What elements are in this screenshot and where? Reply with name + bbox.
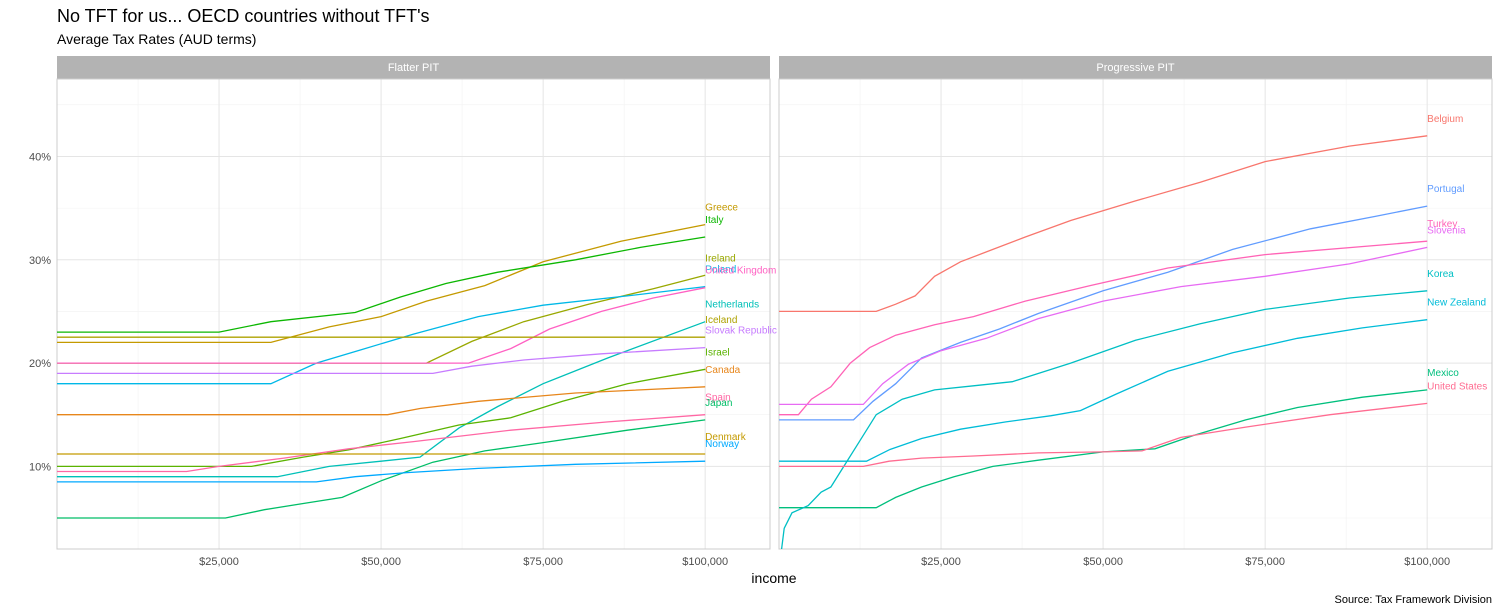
series-line-new-zealand — [779, 319, 1428, 462]
series-line-united-states — [779, 402, 1428, 468]
series-label-turkey: Turkey — [1427, 219, 1457, 230]
x-tick-label: $25,000 — [199, 556, 239, 568]
panel-strip-label: Flatter PIT — [388, 62, 440, 74]
series-line-turkey — [779, 240, 1428, 416]
series-line-italy — [57, 236, 706, 333]
panel-border — [56, 78, 771, 550]
series-line-united-kingdom — [57, 287, 706, 364]
panel-strip-label: Progressive PIT — [1096, 62, 1175, 74]
chart-title: No TFT for us... OECD countries without … — [57, 6, 430, 26]
y-tick-label: 20% — [29, 358, 51, 370]
plot-background — [779, 79, 1492, 549]
series-line-poland — [57, 285, 706, 385]
panel-strip — [779, 56, 1492, 79]
series-line-canada — [57, 386, 706, 416]
series-label-iceland: Iceland — [705, 315, 737, 326]
chart-caption: Source: Tax Framework Division — [1334, 594, 1492, 606]
series-line-spain — [57, 414, 706, 473]
series-line-mexico — [779, 389, 1428, 509]
panel-strip — [57, 56, 770, 79]
x-tick-label: $75,000 — [1245, 556, 1285, 568]
series-line-portugal — [779, 205, 1428, 421]
x-tick-label: $50,000 — [1083, 556, 1123, 568]
series-label-slovak-republic: Slovak Republic — [705, 326, 777, 337]
series-lines — [57, 223, 706, 519]
series-label-norway: Norway — [705, 439, 739, 450]
series-label-israel: Israel — [705, 347, 729, 358]
series-line-netherlands — [57, 321, 706, 478]
series-label-mexico: Mexico — [1427, 368, 1459, 379]
y-tick-label: 10% — [29, 461, 51, 473]
series-label-italy: Italy — [705, 215, 723, 226]
series-label-denmark: Denmark — [705, 432, 747, 443]
series-label-portugal: Portugal — [1427, 184, 1464, 195]
x-axis-title: income — [751, 570, 796, 586]
series-label-japan: Japan — [705, 398, 732, 409]
y-tick-label: 40% — [29, 151, 51, 163]
x-tick-label: $100,000 — [682, 556, 728, 568]
series-label-new-zealand: New Zealand — [1427, 298, 1486, 309]
panels: 10% 20% 30% 40% Flatter PIT $25,000 $50,000 $75… — [29, 56, 1493, 568]
series-line-japan — [57, 419, 706, 519]
series-lines — [779, 135, 1428, 549]
series-line-norway — [57, 460, 706, 483]
series-label-slovenia: Slovenia — [1427, 225, 1466, 236]
panel-border — [778, 78, 1493, 550]
series-label-korea: Korea — [1427, 269, 1454, 280]
series-label-belgium: Belgium — [1427, 114, 1463, 125]
series-label-netherlands: Netherlands — [705, 300, 759, 311]
series-line-korea — [780, 290, 1428, 549]
panel-1: Progressive PIT $25,000 $50,000 $75,000 $100… — [778, 56, 1493, 568]
series-line-slovenia — [779, 246, 1428, 406]
series-line-slovak-republic — [57, 346, 706, 375]
series-line-belgium — [779, 135, 1428, 313]
series-label-ireland: Ireland — [705, 253, 736, 264]
x-tick-label: $100,000 — [1404, 556, 1450, 568]
plot-background — [57, 79, 770, 549]
x-tick-label: $75,000 — [523, 556, 563, 568]
series-label-spain: Spain — [705, 393, 731, 404]
x-tick-label: $25,000 — [921, 556, 961, 568]
series-label-poland: Poland — [705, 265, 736, 276]
series-label-greece: Greece — [705, 203, 738, 214]
x-tick-label: $50,000 — [361, 556, 401, 568]
y-tick-label: 30% — [29, 255, 51, 267]
series-label-united-states: United States — [1427, 381, 1487, 392]
panel-0: Flatter PIT $25,000 $50,000 $75,000 $100,000… — [56, 56, 777, 568]
chart-subtitle: Average Tax Rates (AUD terms) — [57, 31, 256, 47]
series-label-united-kingdom: United Kingdom — [705, 266, 776, 277]
series-label-canada: Canada — [705, 365, 740, 376]
